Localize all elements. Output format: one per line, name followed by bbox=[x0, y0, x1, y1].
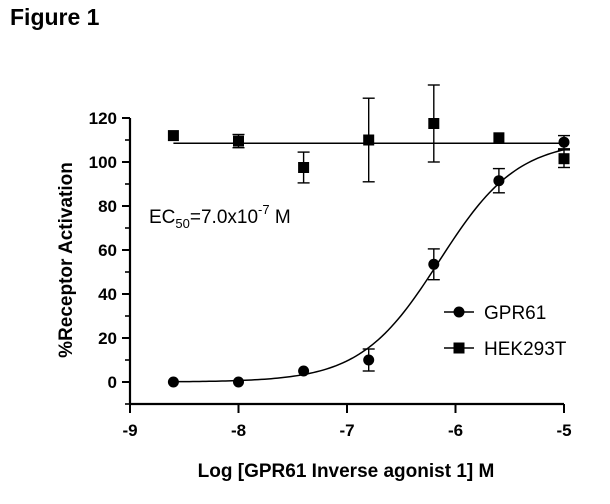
error-bars bbox=[232, 84, 570, 372]
hek293t-point bbox=[233, 135, 244, 147]
legend-gpr61-label: GPR61 bbox=[484, 303, 546, 324]
legend: GPR61 HEK293T bbox=[444, 303, 567, 360]
legend-hek293t-label: HEK293T bbox=[484, 339, 567, 360]
ec50-unit: M bbox=[270, 207, 291, 228]
x-tick-label: -7 bbox=[339, 421, 354, 440]
ec50-value: =7.0x10 bbox=[190, 207, 258, 228]
gpr61-point bbox=[493, 175, 505, 187]
gpr61-point bbox=[363, 354, 375, 366]
figure-label: Figure 1 bbox=[10, 4, 100, 30]
gpr61-point bbox=[428, 258, 440, 270]
x-tick-label: -8 bbox=[231, 421, 246, 440]
ec50-annotation: EC50=7.0x10-7 M bbox=[149, 202, 291, 231]
gpr61-point bbox=[298, 365, 310, 377]
x-tick-label: -6 bbox=[448, 421, 463, 440]
hek293t-point bbox=[363, 134, 375, 146]
x-tick-label: -9 bbox=[122, 421, 137, 440]
ec50-subscript: 50 bbox=[175, 216, 189, 231]
y-axis-title: %Receptor Activation bbox=[56, 162, 77, 358]
hek293t-point bbox=[558, 153, 570, 165]
hek293t-point bbox=[493, 132, 505, 144]
gpr61-point bbox=[167, 376, 179, 388]
y-tick-label: 0 bbox=[108, 373, 117, 392]
y-tick-label: 60 bbox=[98, 241, 117, 260]
data-markers bbox=[167, 118, 570, 388]
x-axis-title: Log [GPR61 Inverse agonist 1] M bbox=[198, 461, 495, 482]
hek293t-point bbox=[428, 118, 440, 129]
y-tick-label: 120 bbox=[89, 109, 117, 128]
hek293t-point bbox=[298, 162, 310, 173]
y-tick-label: 80 bbox=[98, 197, 117, 216]
y-tick-label: 40 bbox=[98, 285, 117, 304]
legend-hek293t-marker bbox=[453, 342, 465, 354]
y-tick-label: 20 bbox=[98, 329, 117, 348]
gpr61-point bbox=[233, 376, 244, 388]
legend-gpr61-marker bbox=[453, 306, 465, 318]
gpr61-point bbox=[558, 136, 570, 148]
ec50-superscript: -7 bbox=[258, 202, 270, 217]
hek293t-point bbox=[167, 130, 179, 142]
ec50-prefix: EC bbox=[149, 207, 175, 228]
axes: 0 20 40 60 80 100 120 -9 -8 -7 -6 -5 bbox=[89, 109, 572, 440]
x-tick-label: -5 bbox=[556, 421, 571, 440]
y-tick-label: 100 bbox=[89, 153, 117, 172]
